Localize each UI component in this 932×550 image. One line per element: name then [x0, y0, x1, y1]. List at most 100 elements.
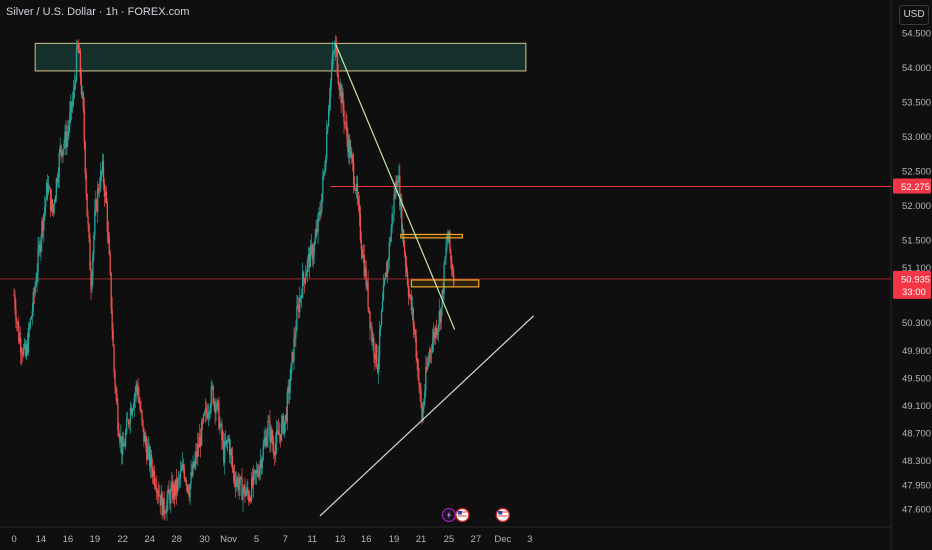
candle [329, 78, 332, 111]
candle [101, 153, 104, 177]
candle [63, 139, 65, 156]
candle [215, 403, 217, 422]
candle [22, 344, 25, 358]
candle [52, 204, 55, 217]
candle [370, 322, 372, 331]
candle [164, 509, 166, 520]
candle [120, 424, 122, 454]
candle [348, 133, 350, 164]
candle [104, 184, 107, 204]
candle [26, 332, 29, 356]
candle [48, 184, 51, 189]
candle [362, 243, 364, 264]
candle [41, 217, 43, 252]
candle [428, 352, 430, 367]
candle [57, 167, 59, 188]
candle [286, 388, 288, 431]
candle [241, 467, 243, 501]
candle [98, 177, 101, 198]
candle [413, 320, 415, 335]
candle [61, 150, 63, 158]
candle [34, 280, 36, 297]
candle [91, 269, 93, 294]
candle [414, 328, 416, 342]
candle [305, 269, 308, 277]
candle [172, 474, 174, 504]
us-flag-icon[interactable] [495, 507, 510, 523]
candle [145, 430, 147, 452]
candle [452, 264, 454, 277]
candle [157, 481, 159, 503]
candle [248, 490, 250, 506]
candle [79, 48, 82, 86]
candle [211, 381, 213, 390]
candle [78, 44, 81, 54]
candle [158, 484, 160, 497]
candle [40, 234, 42, 261]
candle [222, 429, 224, 450]
candle [399, 163, 401, 211]
x-tick-label: 7 [283, 534, 288, 545]
candle [375, 342, 377, 367]
x-tick-label: 19 [90, 534, 101, 545]
candle [192, 455, 194, 479]
candle [97, 181, 99, 224]
us-flag-icon[interactable] [455, 507, 470, 523]
x-tick-label: 11 [307, 534, 317, 545]
candle [347, 127, 349, 158]
candle [431, 328, 434, 354]
candle [238, 473, 240, 500]
candle [252, 465, 255, 498]
candle [124, 428, 127, 450]
candle [290, 362, 292, 382]
candle [112, 322, 114, 347]
candle [352, 153, 354, 172]
candle [125, 412, 128, 435]
candle [351, 146, 353, 164]
lower-range-box[interactable] [410, 279, 480, 288]
candle [74, 76, 77, 91]
candle [141, 409, 143, 426]
ascending-trendline[interactable] [319, 315, 534, 517]
candle [450, 248, 452, 269]
candle [133, 393, 135, 418]
candle [182, 458, 184, 473]
upper-range-box[interactable] [400, 233, 463, 239]
candle [381, 292, 384, 313]
candle [100, 169, 103, 182]
candle [388, 236, 390, 270]
candle [419, 382, 421, 402]
currency-button[interactable]: USD [899, 5, 929, 25]
candle [337, 63, 339, 86]
candle [194, 451, 196, 470]
descending-trendline[interactable] [334, 43, 456, 330]
candle [324, 160, 326, 176]
candle [210, 379, 212, 414]
candle [96, 198, 98, 213]
lightning-icon[interactable] [441, 507, 457, 523]
candle [107, 220, 109, 244]
candle [322, 168, 324, 203]
bar-countdown-text: 33:00 [902, 287, 926, 298]
candle [218, 396, 220, 431]
candle [323, 170, 325, 180]
symbol-title[interactable]: Silver / U.S. Dollar · 1h · FOREX.com [6, 6, 190, 18]
candle [138, 387, 140, 404]
candle [255, 461, 258, 485]
candle [319, 201, 321, 222]
candle [236, 475, 238, 488]
candle [136, 381, 138, 396]
candle [183, 463, 185, 482]
candle [60, 144, 62, 163]
candle [208, 410, 210, 422]
candle [201, 418, 204, 430]
candle [162, 497, 164, 516]
candle [38, 236, 40, 256]
candle [278, 422, 281, 444]
candle [297, 295, 299, 310]
candle [84, 139, 86, 180]
resistance-zone[interactable] [34, 42, 527, 72]
candle [272, 429, 274, 453]
candle [170, 481, 172, 513]
